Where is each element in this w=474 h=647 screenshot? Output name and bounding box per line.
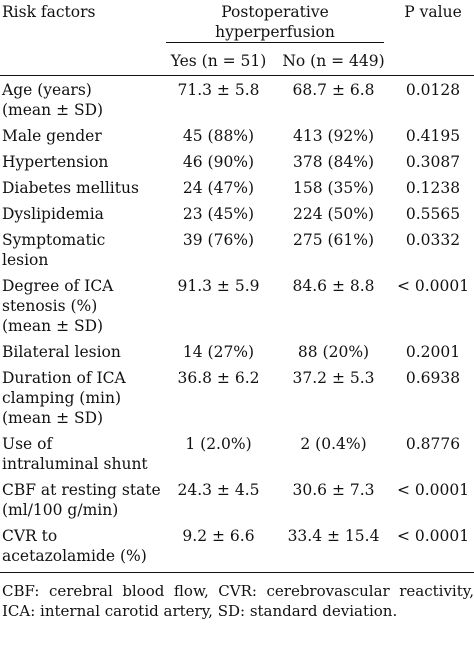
no-value-cell: 33.4 ± 15.4: [287, 527, 380, 545]
yes-value-cell: 24.3 ± 4.5: [177, 481, 260, 499]
p-value-cell: < 0.0001: [396, 277, 470, 295]
postoperative-hyperperfusion-header: Postoperative hyperperfusion: [162, 0, 392, 45]
risk-factor-cell: Hypertension: [0, 148, 162, 174]
risk-factor-line: (mean ± SD): [2, 317, 104, 335]
header-row-top: Risk factors Postoperative hyperperfusio…: [0, 0, 474, 45]
yes-value-cell: 24 (47%): [182, 179, 255, 197]
risk-factor-line: (ml/100 g/min): [2, 501, 119, 519]
no-value-cell: 158 (35%): [292, 179, 375, 197]
risk-factors-header: Risk factors: [2, 3, 96, 21]
risk-factors-table: Risk factors Postoperative hyperperfusio…: [0, 0, 474, 573]
risk-factor-cell: Bilateral lesion: [0, 338, 162, 364]
p-value-cell: 0.1238: [405, 179, 461, 197]
yes-column-header: Yes (n = 51): [170, 52, 267, 70]
postop-line2: hyperperfusion: [215, 23, 335, 41]
table-row: Bilateral lesion 14 (27%) 88 (20%) 0.2001: [0, 338, 474, 364]
risk-factor-line: Bilateral lesion: [2, 343, 121, 361]
yes-value-cell: 9.2 ± 6.6: [182, 527, 255, 545]
risk-factor-cell: Degree of ICA stenosis (%) (mean ± SD): [0, 272, 162, 338]
risk-factor-line: Dyslipidemia: [2, 205, 104, 223]
risk-factor-cell: Age (years) (mean ± SD): [0, 76, 162, 123]
risk-factor-cell: Male gender: [0, 122, 162, 148]
yes-value-cell: 45 (88%): [182, 127, 255, 145]
table-row: Dyslipidemia 23 (45%) 224 (50%) 0.5565: [0, 200, 474, 226]
yes-value-cell: 71.3 ± 5.8: [177, 81, 260, 99]
risk-factor-line: CBF at resting state: [2, 481, 161, 499]
risk-factor-line: Duration of ICA: [2, 369, 126, 387]
yes-value-cell: 14 (27%): [182, 343, 255, 361]
risk-factors-table-container: Risk factors Postoperative hyperperfusio…: [0, 0, 474, 620]
table-row: Symptomatic lesion 39 (76%) 275 (61%) 0.0332: [0, 226, 474, 272]
header-row-sub: Yes (n = 51) No (n = 449): [0, 45, 474, 76]
postoperative-hyperperfusion-label: Postoperative hyperperfusion: [166, 2, 385, 43]
p-value-cell: 0.2001: [405, 343, 461, 361]
table-row: Diabetes mellitus 24 (47%) 158 (35%) 0.1238: [0, 174, 474, 200]
no-value-cell: 378 (84%): [292, 153, 375, 171]
yes-value-cell: 46 (90%): [182, 153, 255, 171]
yes-value-cell: 23 (45%): [182, 205, 255, 223]
p-value-cell: < 0.0001: [396, 527, 470, 545]
no-value-cell: 2 (0.4%): [300, 435, 367, 453]
risk-factor-line: CVR to: [2, 527, 58, 545]
table-row: CBF at resting state (ml/100 g/min) 24.3 ±…: [0, 476, 474, 522]
risk-factor-cell: Use of intraluminal shunt: [0, 430, 162, 476]
risk-factor-cell: Symptomatic lesion: [0, 226, 162, 272]
p-value-cell: 0.3087: [405, 153, 461, 171]
p-value-cell: 0.4195: [405, 127, 461, 145]
risk-factor-cell: Diabetes mellitus: [0, 174, 162, 200]
risk-factor-line: Age (years): [2, 81, 92, 99]
risk-factor-line: (mean ± SD): [2, 101, 104, 119]
risk-factor-cell: Duration of ICA clamping (min) (mean ± SD): [0, 364, 162, 430]
risk-factor-line: Diabetes mellitus: [2, 179, 139, 197]
table-body: Age (years) (mean ± SD) 71.3 ± 5.8 68.7 ± 6…: [0, 76, 474, 573]
risk-factor-line: lesion: [2, 251, 49, 269]
no-value-cell: 224 (50%): [292, 205, 375, 223]
yes-value-cell: 91.3 ± 5.9: [177, 277, 260, 295]
no-value-cell: 68.7 ± 6.8: [292, 81, 375, 99]
risk-factor-line: stenosis (%): [2, 297, 98, 315]
no-value-cell: 37.2 ± 5.3: [292, 369, 375, 387]
table-row: Hypertension 46 (90%) 378 (84%) 0.3087: [0, 148, 474, 174]
risk-factor-cell: Dyslipidemia: [0, 200, 162, 226]
risk-factor-cell: CVR to acetazolamide (%): [0, 522, 162, 573]
table-row: Age (years) (mean ± SD) 71.3 ± 5.8 68.7 ± 6…: [0, 76, 474, 123]
yes-value-cell: 36.8 ± 6.2: [177, 369, 260, 387]
no-value-cell: 88 (20%): [297, 343, 370, 361]
risk-factor-line: Symptomatic: [2, 231, 106, 249]
no-value-cell: 275 (61%): [292, 231, 375, 249]
p-value-cell: 0.5565: [405, 205, 461, 223]
risk-factor-cell: CBF at resting state (ml/100 g/min): [0, 476, 162, 522]
p-value-cell: 0.6938: [405, 369, 461, 387]
risk-factor-line: Hypertension: [2, 153, 109, 171]
yes-value-cell: 1 (2.0%): [185, 435, 252, 453]
risk-factor-line: acetazolamide (%): [2, 547, 147, 565]
table-row: CVR to acetazolamide (%) 9.2 ± 6.6 33.4 ± 1…: [0, 522, 474, 573]
risk-factor-line: clamping (min): [2, 389, 122, 407]
yes-value-cell: 39 (76%): [182, 231, 255, 249]
risk-factor-line: (mean ± SD): [2, 409, 104, 427]
no-value-cell: 413 (92%): [292, 127, 375, 145]
table-row: Male gender 45 (88%) 413 (92%) 0.4195: [0, 122, 474, 148]
no-column-header: No (n = 449): [282, 52, 385, 70]
risk-factor-line: intraluminal shunt: [2, 455, 148, 473]
risk-factor-line: Use of: [2, 435, 53, 453]
table-footnote: CBF: cerebral blood flow, CVR: cerebrova…: [2, 582, 474, 620]
postop-line1: Postoperative: [221, 3, 329, 21]
table-row: Duration of ICA clamping (min) (mean ± SD)…: [0, 364, 474, 430]
table-row: Degree of ICA stenosis (%) (mean ± SD) 91.3…: [0, 272, 474, 338]
table-row: Use of intraluminal shunt 1 (2.0%) 2 (0.4%)…: [0, 430, 474, 476]
p-value-header: P value: [404, 3, 462, 21]
risk-factor-line: Male gender: [2, 127, 102, 145]
no-value-cell: 84.6 ± 8.8: [292, 277, 375, 295]
p-value-cell: 0.0332: [405, 231, 461, 249]
p-value-cell: < 0.0001: [396, 481, 470, 499]
no-value-cell: 30.6 ± 7.3: [292, 481, 375, 499]
p-value-cell: 0.8776: [405, 435, 461, 453]
p-value-cell: 0.0128: [405, 81, 461, 99]
risk-factor-line: Degree of ICA: [2, 277, 114, 295]
